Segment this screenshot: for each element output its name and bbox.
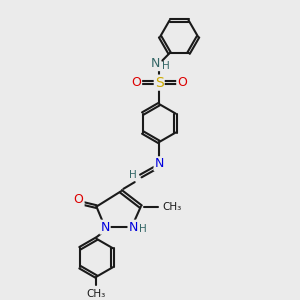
Text: H: H	[162, 61, 170, 71]
Text: CH₃: CH₃	[162, 202, 181, 212]
Text: S: S	[155, 76, 164, 90]
Text: N: N	[128, 220, 138, 234]
Text: H: H	[129, 170, 137, 180]
Text: O: O	[177, 76, 187, 89]
Text: N: N	[100, 220, 110, 234]
Text: N: N	[154, 157, 164, 170]
Text: CH₃: CH₃	[87, 289, 106, 299]
Text: N: N	[151, 57, 160, 70]
Text: H: H	[140, 224, 147, 234]
Text: O: O	[74, 193, 84, 206]
Text: O: O	[131, 76, 141, 89]
